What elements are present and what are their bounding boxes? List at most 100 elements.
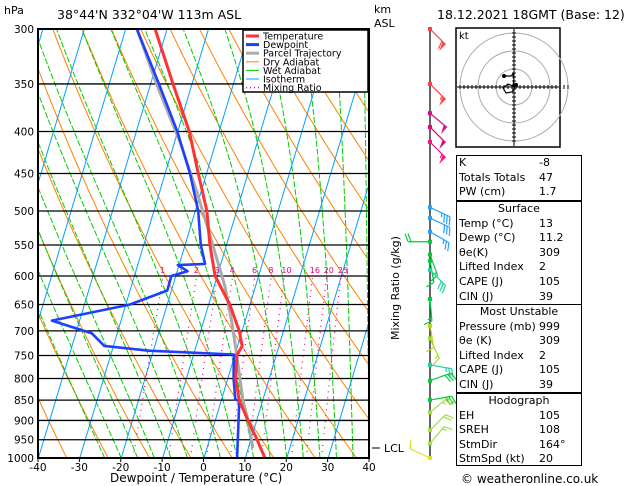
pressure-tick-label: 850 bbox=[14, 395, 34, 407]
index-label: Temp (°C) bbox=[459, 216, 514, 230]
wind-barbs bbox=[404, 27, 457, 460]
wind-level-dot bbox=[428, 205, 432, 210]
wind-barb-staff bbox=[409, 448, 431, 459]
index-row: PW (cm) 1.7 bbox=[459, 185, 579, 200]
mixing-ratio-label: 2 bbox=[194, 266, 199, 275]
wind-barb-flag bbox=[441, 124, 447, 135]
lcl-label: LCL bbox=[384, 442, 405, 455]
mixing-ratio-line bbox=[205, 275, 234, 458]
wind-level-dot bbox=[428, 323, 432, 328]
mixing-ratio-label: 20 bbox=[324, 266, 334, 275]
legend-label: Dry Adiabat bbox=[263, 57, 320, 68]
index-value: 1.7 bbox=[539, 185, 557, 199]
index-label: Totals Totals bbox=[459, 170, 526, 184]
pressure-tick-label: 300 bbox=[14, 24, 34, 36]
mixing-ratio-line bbox=[305, 275, 328, 458]
index-label: θe(K) bbox=[459, 245, 489, 259]
wind-barb-staff bbox=[429, 298, 433, 321]
index-label: CIN (J) bbox=[459, 377, 494, 391]
wind-barb-half-feather bbox=[442, 428, 447, 431]
wind-barb-feather bbox=[448, 216, 451, 226]
wind-barb-feather bbox=[437, 281, 442, 290]
pressure-tick-label: 650 bbox=[14, 300, 34, 312]
wind-level-dot bbox=[428, 410, 432, 415]
indices-general: K -8 Totals Totals 47 PW (cm) 1.7 bbox=[456, 155, 582, 201]
index-value: 108 bbox=[539, 423, 560, 437]
surface-title: Surface bbox=[498, 202, 540, 215]
index-value: 309 bbox=[539, 245, 560, 259]
index-value: 2 bbox=[539, 348, 546, 362]
index-value: 999 bbox=[539, 319, 560, 333]
wind-level-dot bbox=[428, 441, 432, 446]
pressure-tick-label: 950 bbox=[14, 435, 34, 447]
wind-barb-feather bbox=[426, 281, 435, 288]
wind-barb-staff bbox=[429, 338, 440, 359]
dewpoint-line bbox=[50, 29, 241, 458]
x-tick-label: -40 bbox=[29, 462, 46, 474]
index-label: CIN (J) bbox=[459, 289, 494, 303]
wind-barb-feather bbox=[426, 346, 435, 353]
mixing-ratio-label: 3 bbox=[214, 266, 219, 275]
index-row: CAPE (J) 105 bbox=[459, 275, 579, 290]
x-tick-label: 0 bbox=[200, 462, 207, 474]
wet-adiabat bbox=[56, 29, 222, 458]
wind-barb-feather bbox=[439, 283, 444, 292]
index-label: StmSpd (kt) bbox=[459, 452, 525, 466]
pressure-tick-label: 900 bbox=[14, 415, 34, 427]
index-row: Pressure (mb) 999 bbox=[459, 320, 579, 335]
index-row: Lifted Index 2 bbox=[459, 260, 579, 275]
wet-adiabat bbox=[38, 140, 172, 458]
pressure-tick-label: 450 bbox=[14, 168, 34, 180]
pressure-tick-label: 750 bbox=[14, 350, 34, 362]
parcel-trajectory-line bbox=[135, 29, 255, 449]
wind-barb-feather bbox=[445, 226, 448, 235]
wet-adiabat bbox=[38, 228, 139, 458]
mixing-ratio-line bbox=[290, 275, 314, 458]
isotherm bbox=[203, 29, 334, 458]
index-label: SREH bbox=[459, 423, 489, 437]
wind-barb-feather bbox=[407, 233, 412, 242]
legend-label: Parcel Trajectory bbox=[263, 49, 342, 60]
index-label: Pressure (mb) bbox=[459, 319, 536, 333]
isotherm bbox=[120, 29, 251, 458]
pressure-tick-label: 500 bbox=[14, 206, 34, 218]
wind-barb-feather bbox=[443, 224, 446, 234]
index-value: 13 bbox=[539, 216, 553, 230]
pressure-tick-label: 700 bbox=[14, 326, 34, 338]
index-row: CAPE (J) 105 bbox=[459, 363, 579, 378]
wind-barb-staff bbox=[429, 414, 446, 431]
hodograph-point bbox=[502, 74, 506, 78]
isotherm bbox=[38, 29, 168, 458]
legend-label: Temperature bbox=[262, 32, 323, 43]
dry-adiabat bbox=[610, 29, 629, 458]
mixing-ratio-line bbox=[132, 275, 164, 458]
hodograph-title: Hodograph bbox=[488, 394, 550, 407]
index-row: Totals Totals 47 bbox=[459, 171, 579, 186]
wind-level-dot bbox=[428, 398, 432, 403]
dry-adiabat bbox=[286, 29, 369, 162]
index-row: CIN (J) 39 bbox=[459, 378, 579, 393]
wind-barb-feather bbox=[447, 373, 454, 382]
wind-barb-feather bbox=[443, 214, 446, 223]
index-label: StmDir bbox=[459, 437, 498, 451]
hodograph-trace bbox=[502, 72, 517, 94]
legend-label: Mixing Ratio bbox=[263, 83, 322, 94]
index-label: EH bbox=[459, 408, 475, 422]
index-label: θe (K) bbox=[459, 334, 492, 348]
wind-barb-feather bbox=[441, 285, 447, 294]
wind-level-dot bbox=[428, 216, 432, 221]
profiles bbox=[50, 29, 267, 458]
x-tick-label: -30 bbox=[71, 462, 88, 474]
legend-box bbox=[242, 29, 369, 93]
isotherm bbox=[286, 182, 369, 458]
wind-barb-staff bbox=[429, 395, 452, 401]
wind-barb-feather bbox=[409, 440, 412, 449]
index-row: θe (K) 309 bbox=[459, 334, 579, 349]
wind-barb-staff bbox=[429, 372, 451, 382]
wind-level-dot bbox=[428, 239, 432, 244]
index-row: Dewp (°C) 11.2 bbox=[459, 231, 579, 246]
wind-barb-half-feather bbox=[439, 95, 443, 101]
wind-level-dot bbox=[428, 456, 432, 460]
